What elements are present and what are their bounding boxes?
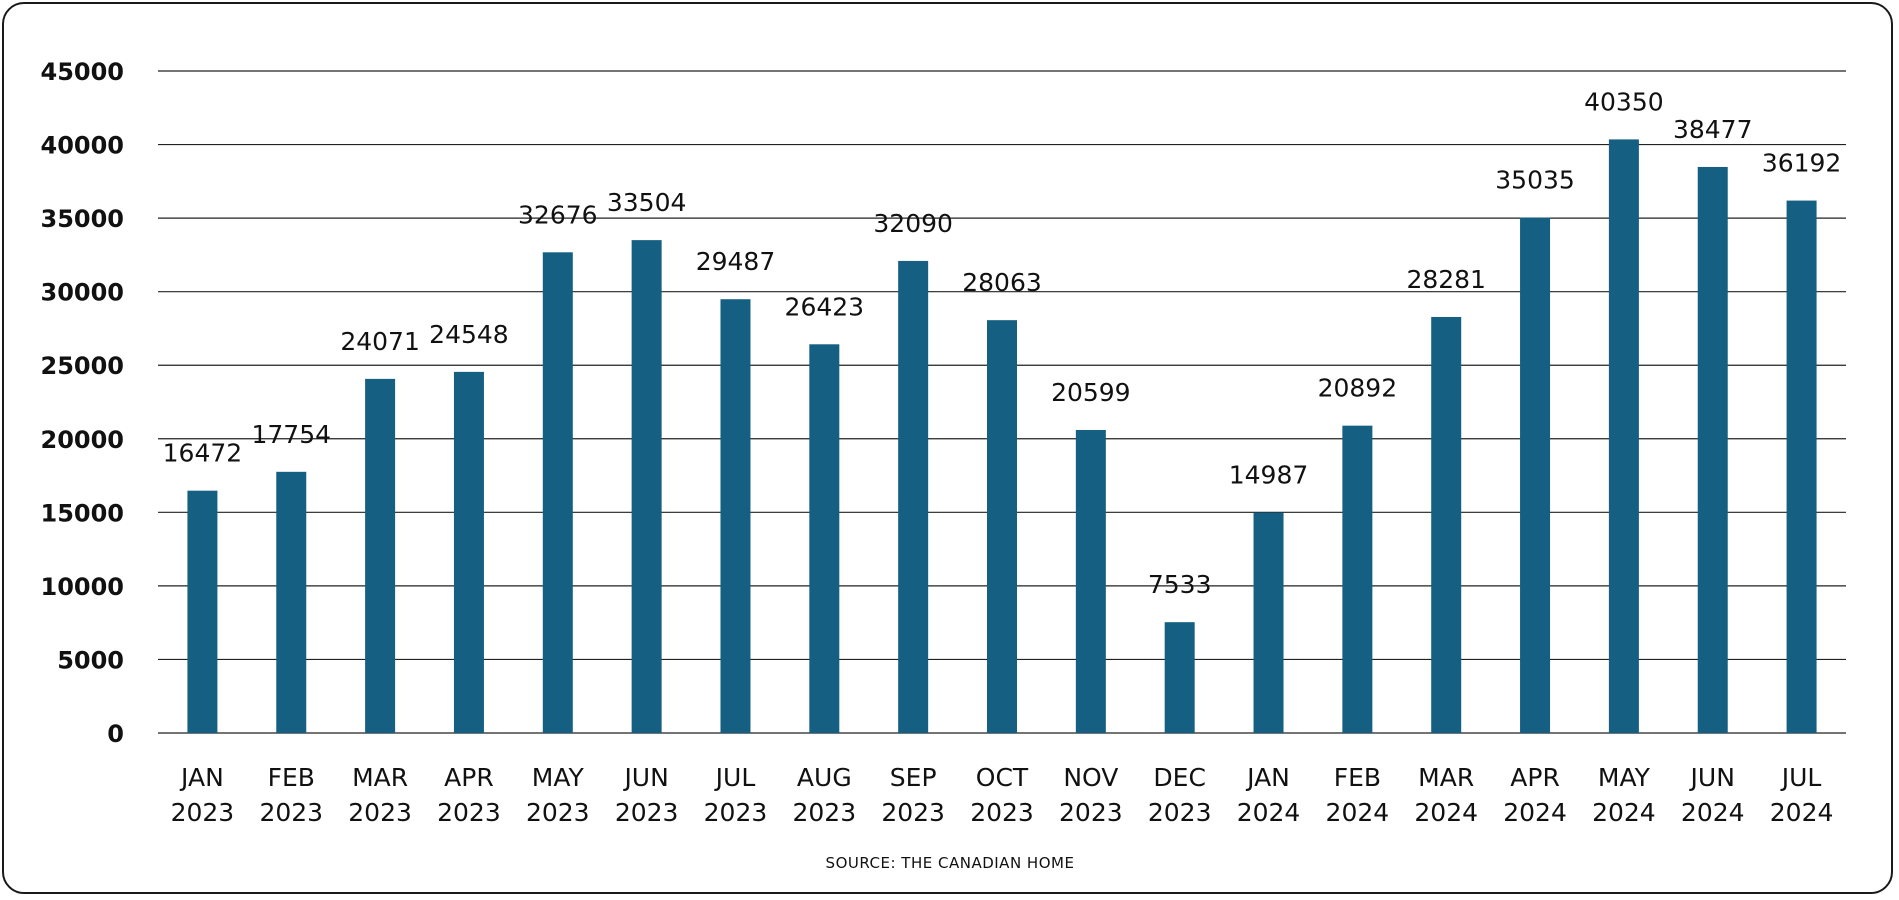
x-tick-label: NOV 2023 [1059, 763, 1123, 827]
bar [1342, 425, 1373, 733]
x-tick-label: APR 2023 [437, 763, 501, 827]
bar [987, 320, 1017, 733]
bar [1164, 622, 1195, 733]
y-tick-label: 40000 [41, 132, 125, 160]
x-tick-label: AUG 2023 [793, 763, 857, 827]
bars [187, 139, 1817, 734]
data-label: 32676 [518, 200, 598, 229]
x-tick-label: JUN 2024 [1681, 763, 1745, 827]
bar [1608, 139, 1639, 733]
data-label: 26423 [785, 292, 865, 321]
bar [453, 371, 484, 733]
data-labels: 16472 17754 24071 24548 32676 33504 29487 26423… [163, 87, 1842, 599]
y-tick-label: 5000 [57, 646, 124, 674]
x-tick-label: JUN 2023 [615, 763, 679, 827]
y-tick-label: 45000 [41, 58, 125, 86]
data-label: 28281 [1406, 265, 1486, 294]
x-tick-label: JAN 2024 [1237, 763, 1301, 827]
y-tick-label: 10000 [41, 573, 125, 601]
grid-layer [158, 70, 1846, 734]
x-tick-label: FEB 2024 [1326, 763, 1390, 827]
bar [1431, 316, 1462, 733]
data-label: 36192 [1762, 149, 1842, 178]
bar [809, 344, 840, 733]
data-label: 14987 [1229, 461, 1309, 490]
bar [365, 378, 396, 733]
data-label: 28063 [962, 268, 1042, 297]
bar [542, 252, 573, 733]
data-label: 24071 [340, 327, 420, 356]
x-tick-label: MAR 2023 [348, 763, 412, 827]
data-label: 7533 [1148, 570, 1212, 599]
x-tick-label: MAY 2023 [526, 763, 590, 827]
bar [1253, 512, 1284, 733]
y-tick-label: 30000 [41, 279, 125, 307]
data-label: 20892 [1318, 374, 1398, 403]
bar [1697, 166, 1728, 733]
x-tick-label: JAN 2023 [171, 763, 235, 827]
x-axis-ticks: JAN 2023 FEB 2023 MAR 2023 APR 2023 MAY 2023 JUN 20… [171, 763, 1834, 827]
bar [1786, 200, 1817, 734]
bar [1520, 217, 1551, 734]
source-note: SOURCE: THE CANADIAN HOME [826, 854, 1075, 872]
data-label: 16472 [163, 439, 243, 468]
data-label: 35035 [1495, 166, 1575, 195]
y-tick-label: 25000 [41, 352, 125, 380]
data-label: 40350 [1584, 87, 1664, 116]
bar [1075, 429, 1106, 733]
x-tick-label: APR 2024 [1503, 763, 1567, 827]
y-axis-ticks: 0 5000 10000 15000 20000 25000 30000 35000 40000… [41, 58, 125, 748]
data-label: 20599 [1051, 378, 1131, 407]
x-tick-label: DEC 2023 [1148, 763, 1212, 827]
data-label: 32090 [873, 209, 953, 238]
x-tick-label: JUL 2023 [704, 763, 768, 827]
bar [898, 260, 929, 733]
y-tick-label: 35000 [41, 205, 125, 233]
bar [631, 240, 662, 733]
data-label: 38477 [1673, 115, 1753, 144]
bar [720, 299, 751, 733]
x-tick-label: JUL 2024 [1770, 763, 1834, 827]
x-tick-label: OCT 2023 [970, 763, 1034, 827]
y-tick-label: 15000 [41, 499, 125, 527]
data-label: 17754 [251, 420, 331, 449]
y-tick-label: 0 [107, 720, 124, 748]
x-tick-label: MAR 2024 [1414, 763, 1478, 827]
x-tick-label: SEP 2023 [881, 763, 945, 827]
x-tick-label: MAY 2024 [1592, 763, 1656, 827]
data-label: 33504 [607, 188, 687, 217]
x-tick-label: FEB 2023 [259, 763, 323, 827]
y-tick-label: 20000 [41, 426, 125, 454]
bar [187, 490, 218, 733]
data-label: 29487 [696, 247, 776, 276]
data-label: 24548 [429, 320, 509, 349]
bar [276, 471, 307, 733]
